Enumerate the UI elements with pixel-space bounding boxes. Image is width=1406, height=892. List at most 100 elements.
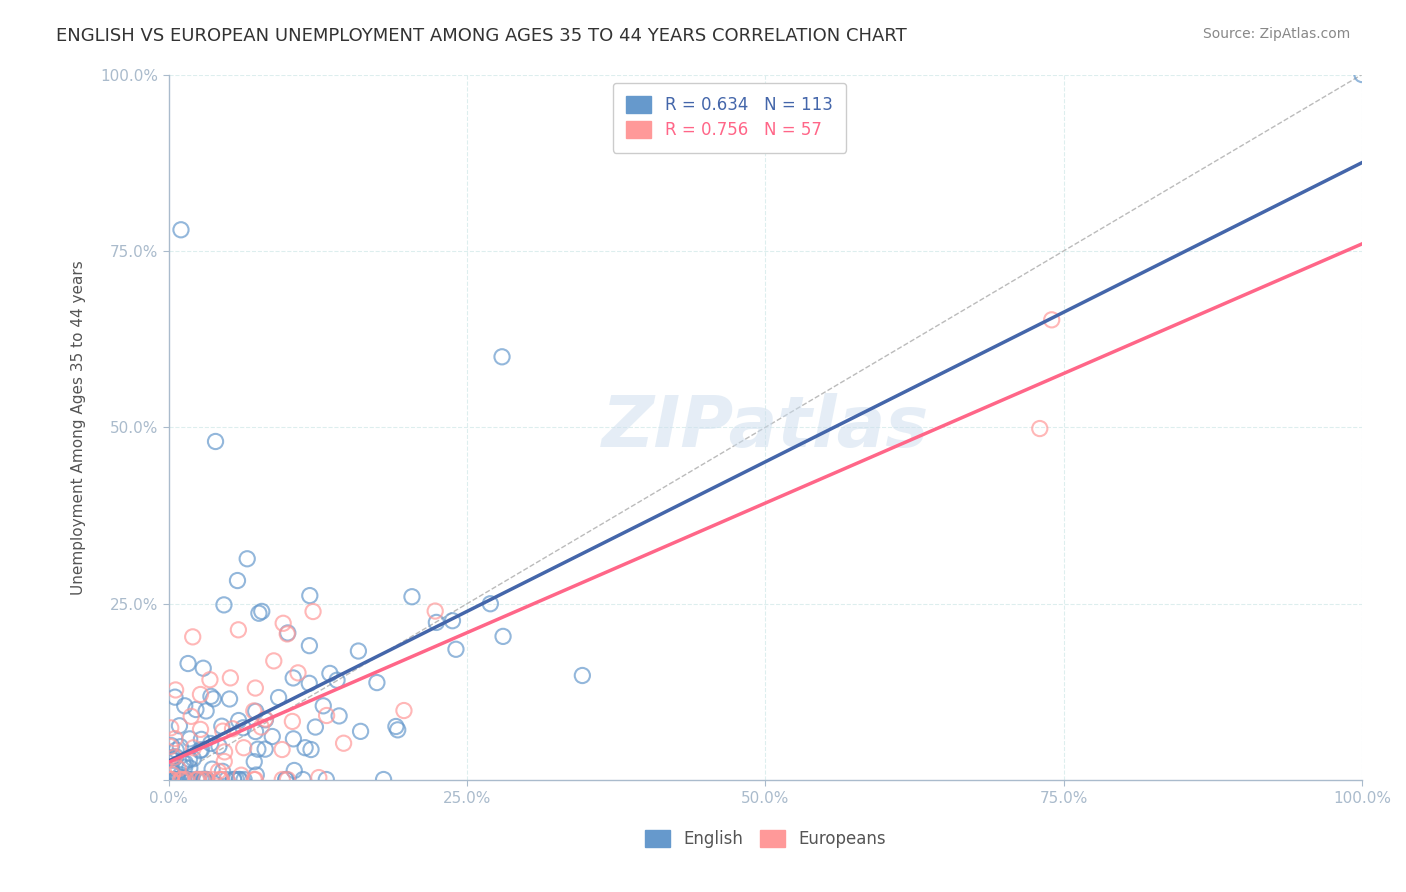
Text: Source: ZipAtlas.com: Source: ZipAtlas.com	[1202, 27, 1350, 41]
Point	[315, 708, 337, 723]
Point	[163, 772, 186, 787]
Point	[163, 690, 186, 705]
Point	[163, 731, 186, 746]
Point	[176, 772, 198, 787]
Point	[441, 614, 464, 628]
Point	[184, 702, 207, 716]
Point	[167, 762, 190, 776]
Point	[228, 714, 250, 728]
Point	[271, 616, 294, 631]
Point	[1040, 313, 1063, 327]
Point	[267, 690, 290, 705]
Point	[211, 764, 233, 779]
Point	[179, 752, 201, 766]
Point	[349, 724, 371, 739]
Point	[198, 673, 221, 687]
Point	[177, 657, 200, 671]
Point	[425, 604, 447, 618]
Point	[208, 772, 231, 787]
Point	[190, 732, 212, 747]
Point	[159, 739, 181, 754]
Point	[179, 761, 201, 775]
Point	[160, 772, 183, 787]
Point	[163, 772, 186, 787]
Point	[169, 719, 191, 733]
Point	[243, 755, 266, 769]
Point	[366, 675, 388, 690]
Point	[254, 712, 277, 726]
Point	[166, 772, 188, 787]
Point	[180, 772, 202, 787]
Point	[387, 723, 409, 737]
Point	[172, 772, 194, 787]
Point	[304, 720, 326, 734]
Point	[193, 661, 215, 675]
Point	[233, 772, 256, 787]
Point	[187, 772, 209, 787]
Point	[491, 350, 513, 364]
Point	[219, 671, 242, 685]
Point	[170, 223, 193, 237]
Point	[263, 654, 285, 668]
Point	[180, 709, 202, 723]
Point	[188, 744, 211, 758]
Point	[245, 704, 267, 718]
Text: ZIPatlas: ZIPatlas	[602, 392, 929, 462]
Point	[209, 772, 232, 787]
Point	[222, 772, 245, 787]
Point	[302, 605, 325, 619]
Point	[283, 731, 305, 746]
Point	[186, 772, 208, 787]
Point	[347, 644, 370, 658]
Point	[492, 629, 515, 643]
Point	[276, 772, 298, 787]
Point	[193, 772, 215, 787]
Point	[298, 589, 321, 603]
Point	[165, 749, 187, 764]
Point	[254, 742, 277, 756]
Point	[245, 768, 267, 782]
Point	[245, 724, 267, 739]
Point	[245, 681, 267, 695]
Point	[245, 772, 267, 787]
Point	[222, 772, 245, 787]
Point	[1351, 68, 1374, 82]
Point	[190, 742, 212, 756]
Point	[228, 623, 250, 637]
Point	[298, 676, 321, 690]
Point	[254, 713, 277, 727]
Point	[246, 742, 269, 756]
Point	[212, 598, 235, 612]
Point	[165, 772, 187, 787]
Point	[190, 688, 212, 702]
Point	[165, 682, 187, 697]
Point	[243, 704, 266, 718]
Point	[479, 597, 502, 611]
Point	[159, 721, 181, 735]
Point	[170, 772, 193, 787]
Point	[190, 772, 212, 787]
Point	[165, 743, 187, 757]
Point	[287, 665, 309, 680]
Point	[274, 772, 297, 787]
Point	[186, 772, 208, 787]
Text: ENGLISH VS EUROPEAN UNEMPLOYMENT AMONG AGES 35 TO 44 YEARS CORRELATION CHART: ENGLISH VS EUROPEAN UNEMPLOYMENT AMONG A…	[56, 27, 907, 45]
Point	[319, 666, 342, 681]
Point	[281, 714, 304, 729]
Point	[190, 723, 212, 737]
Point	[207, 764, 229, 779]
Point	[250, 720, 273, 734]
Point	[271, 742, 294, 756]
Point	[159, 751, 181, 765]
Point	[172, 772, 194, 787]
Point	[373, 772, 395, 787]
Point	[274, 772, 297, 787]
Point	[212, 755, 235, 769]
Point	[200, 690, 222, 704]
Legend: R = 0.634   N = 113, R = 0.756   N = 57: R = 0.634 N = 113, R = 0.756 N = 57	[613, 83, 846, 153]
Y-axis label: Unemployment Among Ages 35 to 44 years: Unemployment Among Ages 35 to 44 years	[72, 260, 86, 595]
Point	[231, 768, 253, 782]
Point	[294, 740, 316, 755]
Point	[167, 772, 190, 787]
Point	[326, 673, 349, 688]
